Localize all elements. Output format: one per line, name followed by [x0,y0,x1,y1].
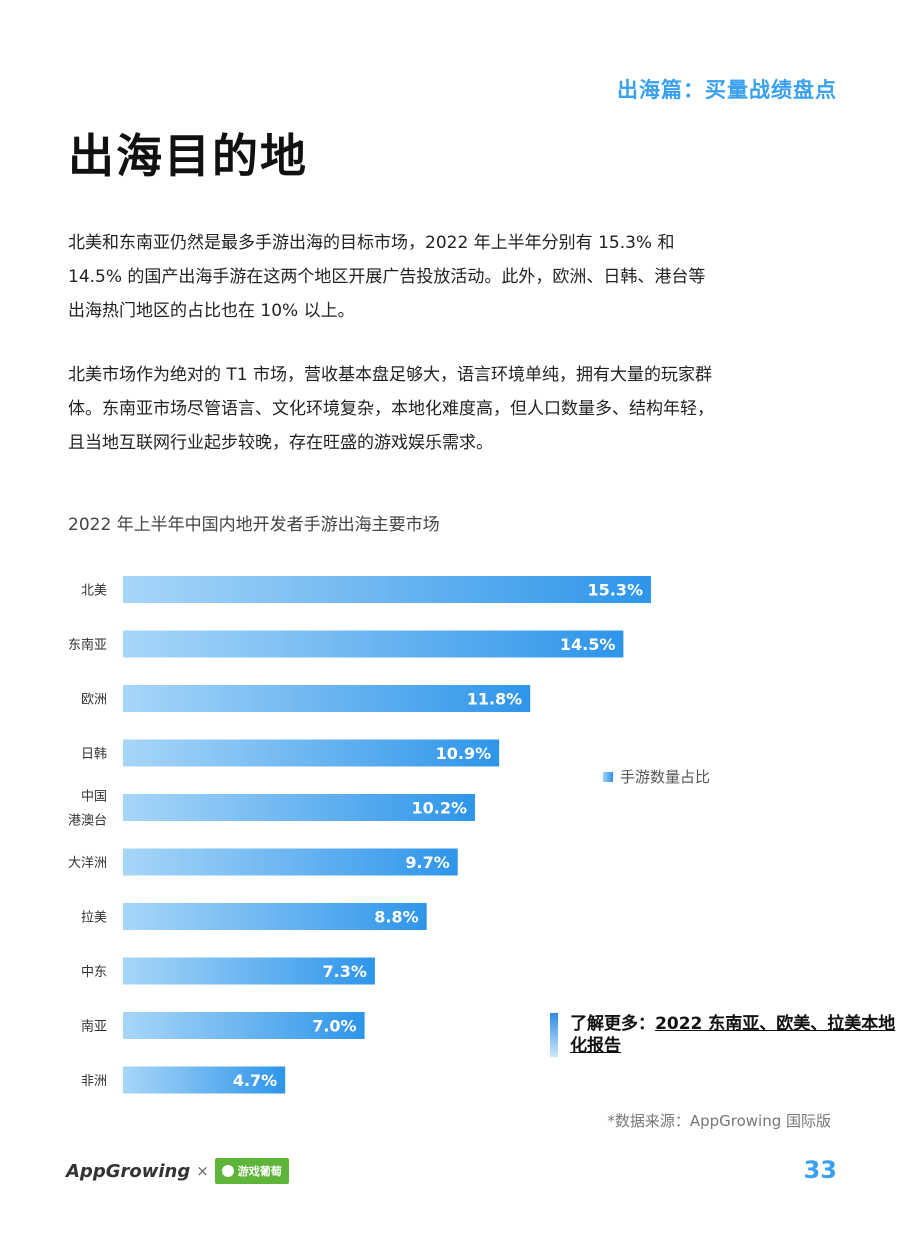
learn-more-text: 了解更多：2022 东南亚、欧美、拉美本地化报告 [570,1013,907,1057]
category-label-0: 北美 [81,584,107,599]
category-label-5: 大洋洲 [68,856,107,871]
category-label-8: 南亚 [81,1019,107,1035]
category-label-2: 欧洲 [81,693,107,708]
value-label-0: 15.3% [587,581,643,600]
legend-label: 手游数量占比 [620,768,711,786]
chart-title: 2022 年上半年中国内地开发者手游出海主要市场 [68,515,440,535]
chart-legend: 手游数量占比 [603,766,710,787]
bar-5 [123,848,458,876]
value-label-4: 10.2% [411,799,467,818]
value-label-8: 7.0% [312,1017,356,1036]
learn-more-prefix: 了解更多： [570,1014,656,1034]
bar-6 [123,903,427,930]
bar-3 [123,739,500,767]
category-label-3: 日韩 [81,747,107,762]
value-label-1: 14.5% [560,635,616,654]
legend-swatch [603,771,613,782]
bar-1 [123,630,624,658]
appgrowing-logo: AppGrowing [66,1160,191,1182]
bar-4 [123,794,475,821]
report-link[interactable]: 2022 东南亚、欧美、拉美本地化报告 [570,1014,896,1056]
value-label-5: 9.7% [405,853,449,872]
learn-more-accent-bar [550,1013,559,1057]
value-label-3: 10.9% [436,744,492,763]
value-label-9: 4.7% [233,1071,277,1090]
bar-2 [123,685,531,712]
bar-0 [123,576,651,603]
value-label-2: 11.8% [467,690,523,709]
value-label-6: 8.8% [374,908,418,927]
logo-separator: × [196,1162,209,1180]
bar-9 [123,1066,286,1094]
category-label-4-0: 中国 [81,790,107,805]
value-label-7: 7.3% [323,962,367,981]
bar-8 [123,1012,365,1039]
category-label-1: 东南亚 [68,637,107,653]
paragraph-1: 北美和东南亚仍然是最多手游出海的目标市场，2022 年上半年分别有 15.3% … [68,233,706,321]
section-tag: 出海篇：买量战绩盘点 [617,78,837,102]
learn-more-callout: 了解更多：2022 东南亚、欧美、拉美本地化报告 [550,1013,907,1057]
bar-7 [123,957,375,985]
data-source-note: *数据来源：AppGrowing 国际版 [607,1112,831,1130]
page-number: 33 [803,1156,837,1184]
category-label-4-1: 港澳台 [68,813,107,829]
page-title: 出海目的地 [68,129,308,183]
footer-logos: AppGrowing × 游戏葡萄 [66,1158,289,1184]
category-label-9: 非洲 [81,1074,107,1089]
partner-logo: 游戏葡萄 [214,1158,289,1184]
partner-logo-label: 游戏葡萄 [237,1165,282,1178]
category-label-6: 拉美 [81,911,107,926]
category-label-7: 中东 [81,965,107,980]
grape-icon [221,1165,234,1177]
paragraph-2: 北美市场作为绝对的 T1 市场，营收基本盘足够大，语言环境单纯，拥有大量的玩家群… [68,365,714,453]
